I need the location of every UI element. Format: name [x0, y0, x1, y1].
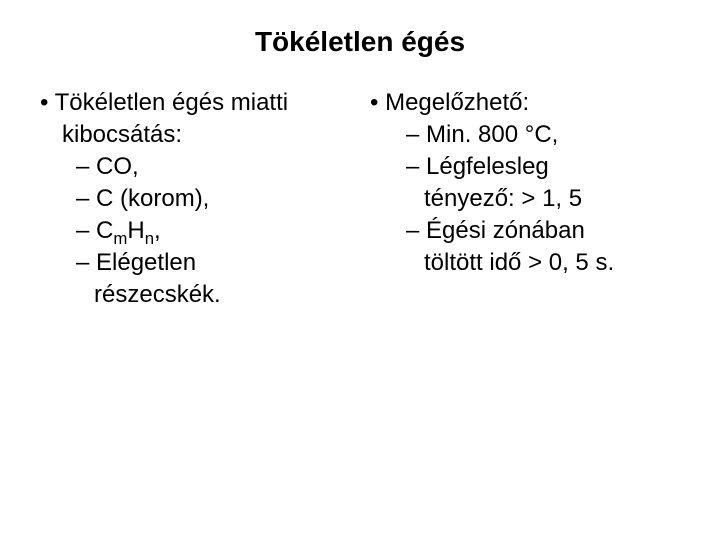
content-columns: Tökéletlen égés miatti kibocsátás: CO, C… — [0, 78, 720, 312]
slide: Tökéletlen égés Tökéletlen égés miatti k… — [0, 0, 720, 540]
slide-title: Tökéletlen égés — [0, 0, 720, 78]
left-item-elegetlen-cont: részecskék. — [40, 280, 350, 310]
left-header-cont: kibocsátás: — [40, 120, 350, 150]
right-item-legfelesleg: Légfelesleg — [370, 152, 690, 182]
right-item-legfelesleg-cont: tényező: > 1, 5 — [370, 184, 690, 214]
left-item-c-korom: C (korom), — [40, 184, 350, 214]
right-column: Megelőzhető: Min. 800 °C, Légfelesleg té… — [360, 88, 710, 312]
left-column: Tökéletlen égés miatti kibocsátás: CO, C… — [10, 88, 360, 312]
left-header: Tökéletlen égés miatti — [40, 88, 350, 118]
left-item-cmhn: CmHn, — [40, 216, 350, 246]
right-header: Megelőzhető: — [370, 88, 690, 118]
right-item-egesi-zona-cont: töltött idő > 0, 5 s. — [370, 248, 690, 278]
right-item-min-temp: Min. 800 °C, — [370, 120, 690, 150]
left-item-co: CO, — [40, 152, 350, 182]
right-item-egesi-zona: Égési zónában — [370, 216, 690, 246]
left-item-elegetlen: Elégetlen — [40, 248, 350, 278]
